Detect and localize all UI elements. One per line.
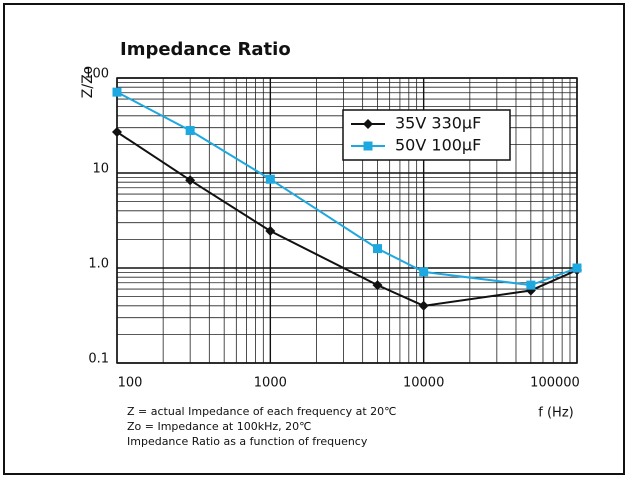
legend-marker	[363, 119, 373, 129]
data-point	[526, 280, 536, 290]
legend-marker	[363, 141, 373, 151]
data-point	[418, 300, 429, 311]
note: Z = actual Impedance of each frequency a…	[127, 405, 397, 418]
data-point	[185, 175, 196, 186]
y-tick-label: 100	[84, 67, 109, 82]
frame	[3, 3, 625, 475]
x-axis-label: f (Hz)	[538, 406, 573, 421]
data-point	[185, 126, 195, 136]
data-point	[265, 174, 275, 184]
y-tick-label: 0.1	[88, 352, 109, 367]
note: Zo = Impedance at 100kHz, 20℃	[127, 420, 312, 433]
data-point	[265, 226, 276, 237]
data-point	[572, 263, 582, 273]
data-point	[112, 127, 122, 138]
x-tick-label: 1000	[254, 376, 287, 391]
y-tick-label: 10	[92, 162, 109, 177]
note: Impedance Ratio as a function of frequen…	[127, 435, 368, 448]
y-tick-label: 1.0	[88, 257, 109, 272]
x-tick-label: 100	[118, 376, 143, 391]
data-point	[112, 87, 122, 97]
x-tick-label: 10000	[403, 376, 444, 391]
data-point	[419, 267, 429, 277]
plot-frame	[116, 77, 578, 364]
y-axis-label: Z/Zo	[80, 66, 96, 98]
legend-label: 35V 330µF	[395, 114, 481, 133]
legend-label: 50V 100µF	[395, 136, 481, 155]
data-point	[372, 280, 383, 291]
chart-title: Impedance Ratio	[120, 39, 291, 60]
x-tick-label: 100000	[530, 376, 580, 391]
data-point	[373, 244, 383, 254]
legend-box	[342, 109, 511, 161]
